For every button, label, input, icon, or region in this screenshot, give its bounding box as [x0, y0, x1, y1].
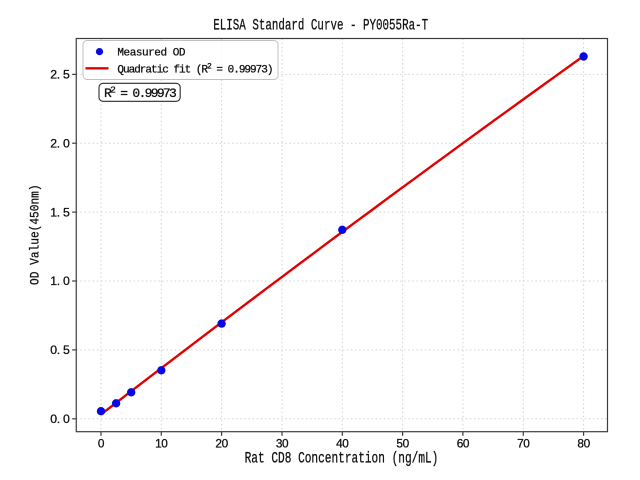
svg-text:30: 30	[276, 437, 289, 451]
svg-text:OD Value(450nm): OD Value(450nm)	[28, 184, 43, 285]
svg-text:2. 5: 2. 5	[50, 68, 70, 82]
svg-text:2. 0: 2. 0	[50, 136, 70, 150]
svg-text:0. 0: 0. 0	[50, 412, 70, 426]
svg-text:10: 10	[155, 437, 168, 451]
svg-text:40: 40	[336, 437, 349, 451]
svg-text:1. 5: 1. 5	[50, 205, 70, 219]
svg-text:Quadratic fit (R2 = 0.99973): Quadratic fit (R2 = 0.99973)	[117, 62, 272, 76]
svg-text:Rat CD8 Concentration (ng/mL): Rat CD8 Concentration (ng/mL)	[245, 451, 439, 468]
svg-text:20: 20	[215, 437, 228, 451]
svg-text:50: 50	[396, 437, 409, 451]
svg-text:0. 5: 0. 5	[50, 343, 70, 357]
svg-text:80: 80	[577, 437, 590, 451]
svg-text:70: 70	[517, 437, 530, 451]
svg-text:R2 = 0.99973: R2 = 0.99973	[104, 85, 176, 102]
svg-text:Measured OD: Measured OD	[117, 47, 186, 59]
svg-text:0: 0	[98, 437, 105, 451]
svg-text:ELISA Standard Curve - PY0055R: ELISA Standard Curve - PY0055Ra-T	[213, 18, 428, 36]
svg-text:60: 60	[457, 437, 470, 451]
svg-text:1. 0: 1. 0	[50, 274, 70, 288]
